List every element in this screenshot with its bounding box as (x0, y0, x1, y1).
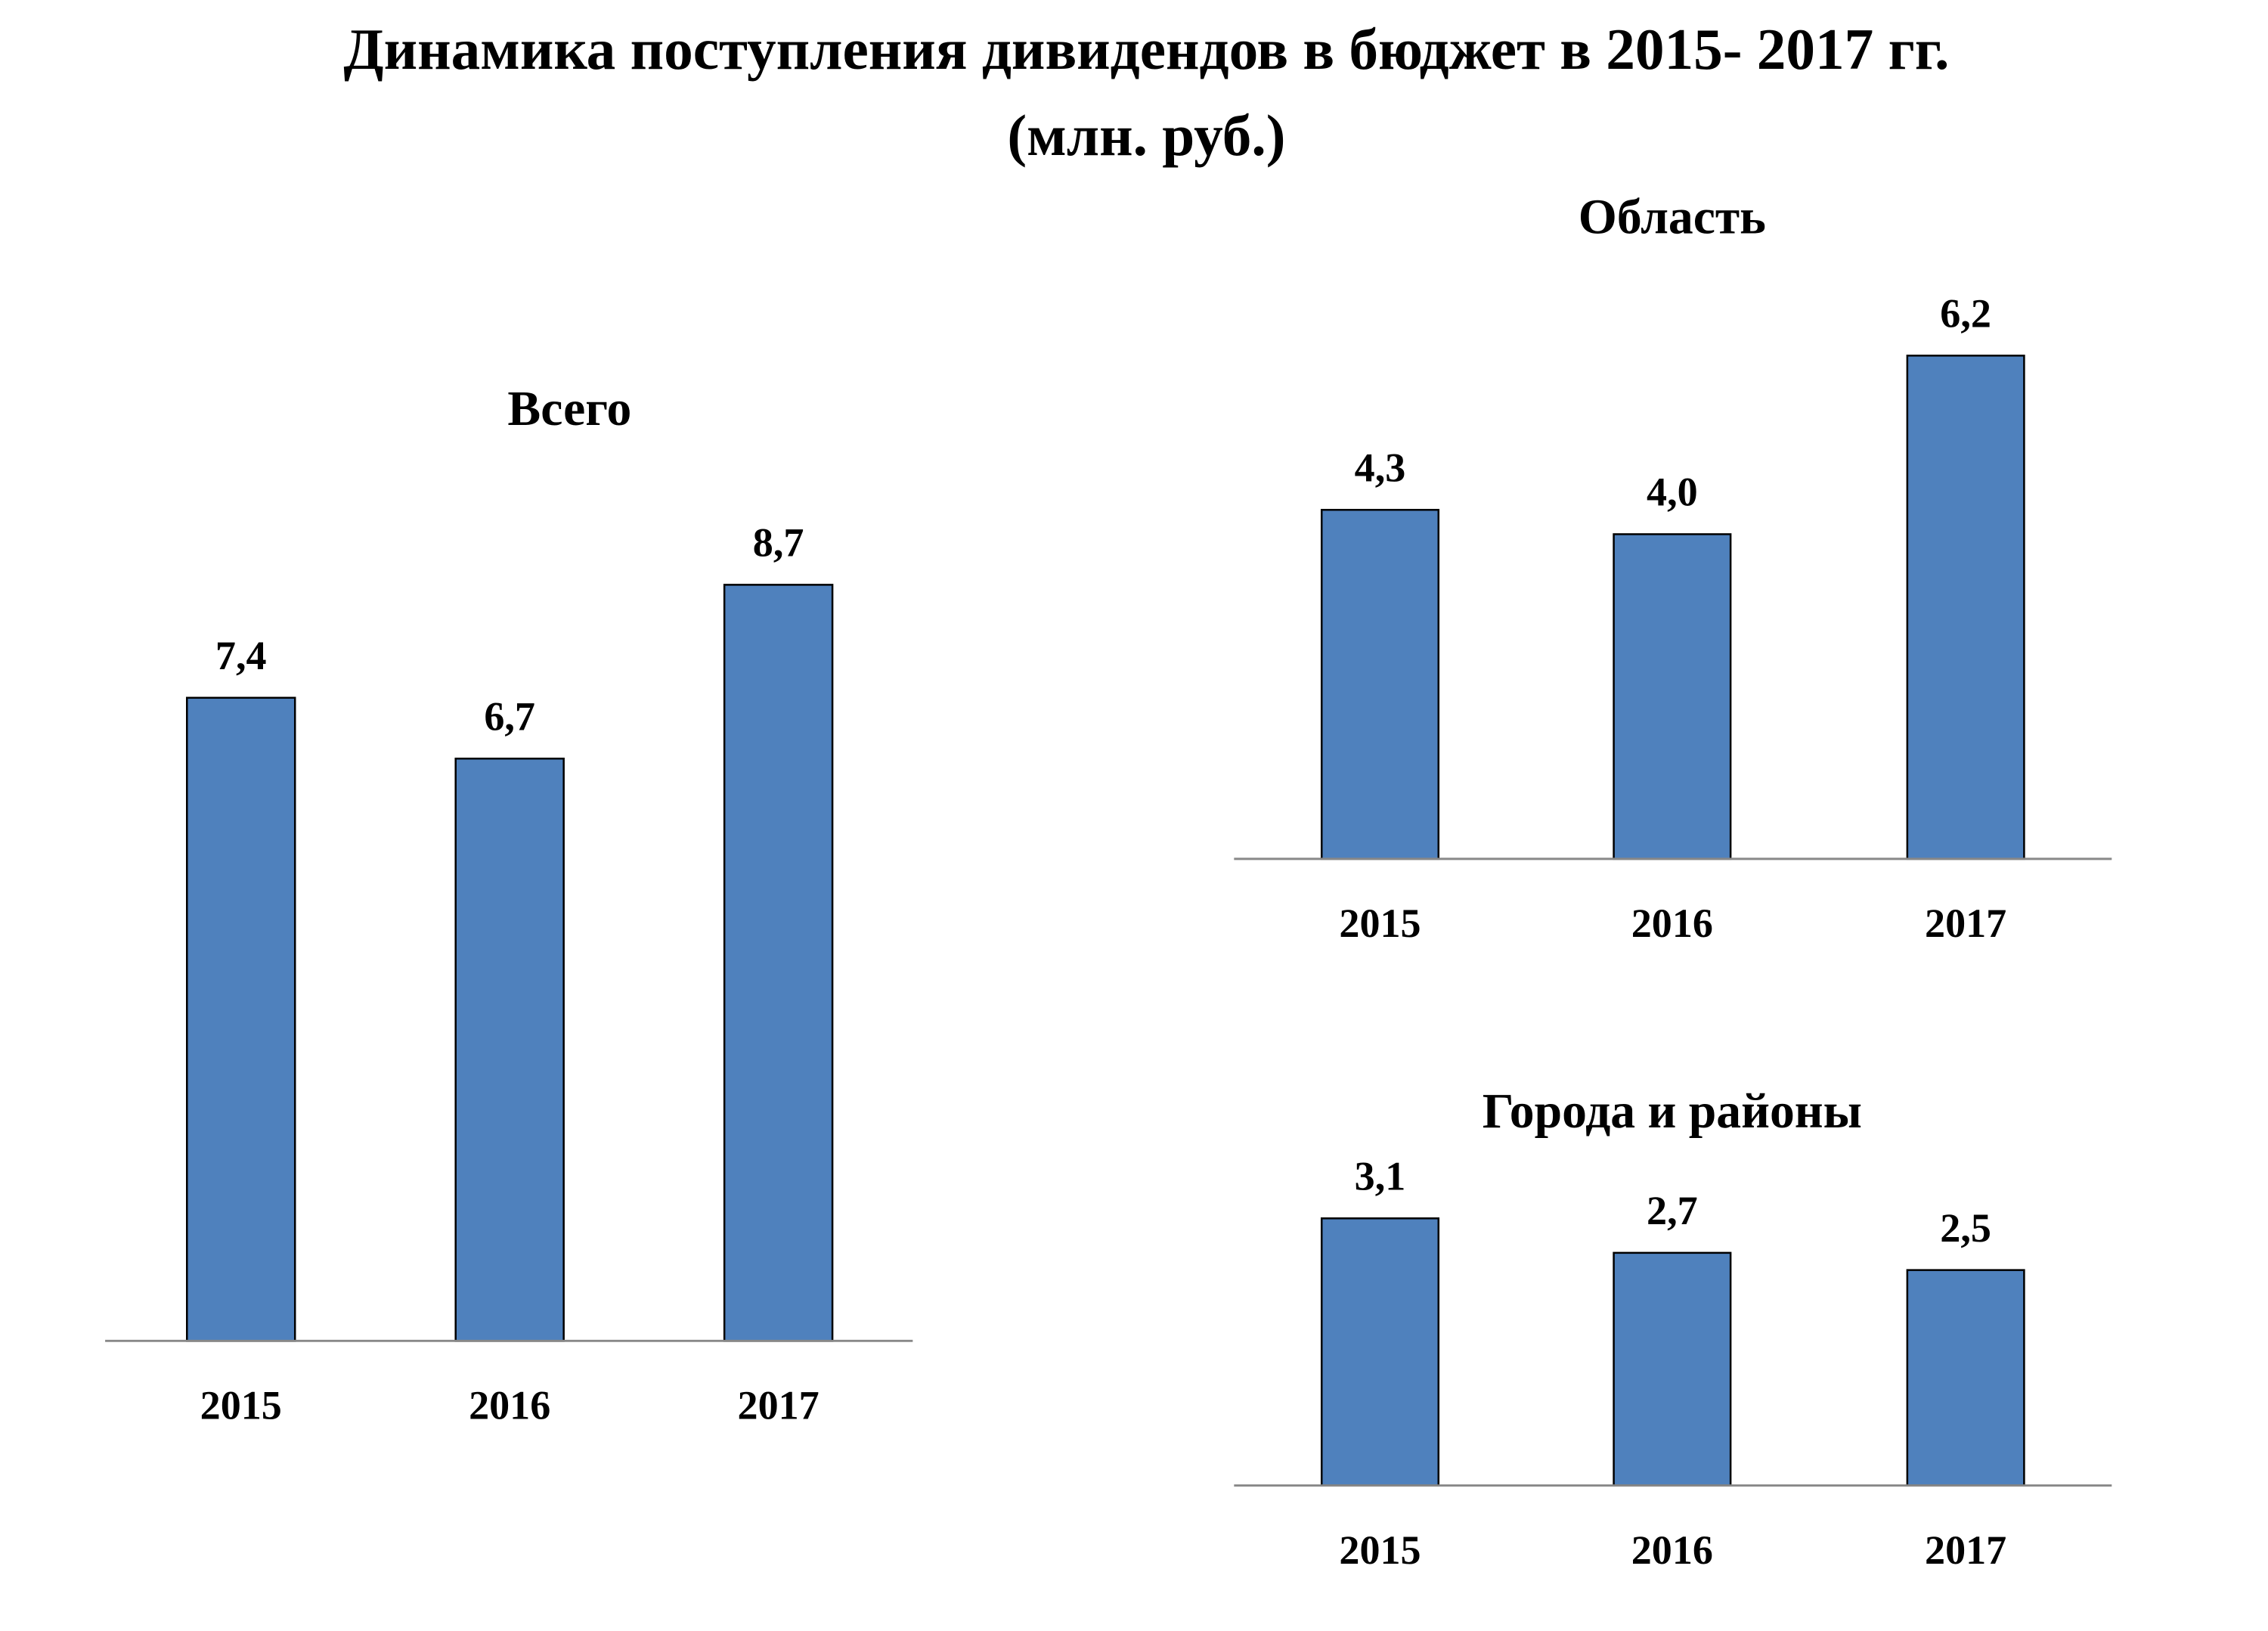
data-label: 2,5 (1940, 1205, 1991, 1251)
bar (1613, 1251, 1732, 1487)
page-title: Динамика поступления дивидендов в бюджет… (343, 17, 1949, 82)
x-tick-label: 2015 (1339, 1527, 1421, 1573)
data-label: 8,7 (753, 520, 804, 566)
x-tick-label: 2015 (200, 1383, 282, 1428)
data-label: 4,3 (1355, 445, 1406, 490)
bar (1320, 509, 1440, 860)
data-label: 6,7 (484, 693, 535, 739)
x-tick-label: 2016 (469, 1383, 550, 1428)
bar (186, 696, 296, 1342)
data-label: 6,2 (1940, 290, 1991, 336)
x-tick-label: 2017 (1925, 1527, 2006, 1573)
data-label: 4,0 (1647, 470, 1698, 515)
chart-title: Всего (507, 381, 631, 436)
bar (1906, 355, 2025, 860)
bar (1613, 533, 1732, 860)
bar (1320, 1217, 1440, 1487)
chart-title: Города и районы (1483, 1084, 1862, 1139)
x-tick-label: 2016 (1631, 901, 1713, 946)
chart-title: Область (1579, 190, 1766, 245)
data-label: 2,7 (1647, 1188, 1698, 1233)
x-tick-label: 2017 (1925, 901, 2006, 946)
data-label: 3,1 (1355, 1153, 1406, 1198)
x-tick-label: 2015 (1339, 901, 1421, 946)
page-subtitle: (млн. руб.) (1007, 103, 1285, 168)
bar (1906, 1269, 2025, 1487)
bar (454, 758, 565, 1342)
x-tick-label: 2016 (1631, 1527, 1713, 1573)
data-label: 7,4 (215, 633, 267, 678)
bar (723, 584, 834, 1342)
x-tick-label: 2017 (738, 1383, 820, 1428)
